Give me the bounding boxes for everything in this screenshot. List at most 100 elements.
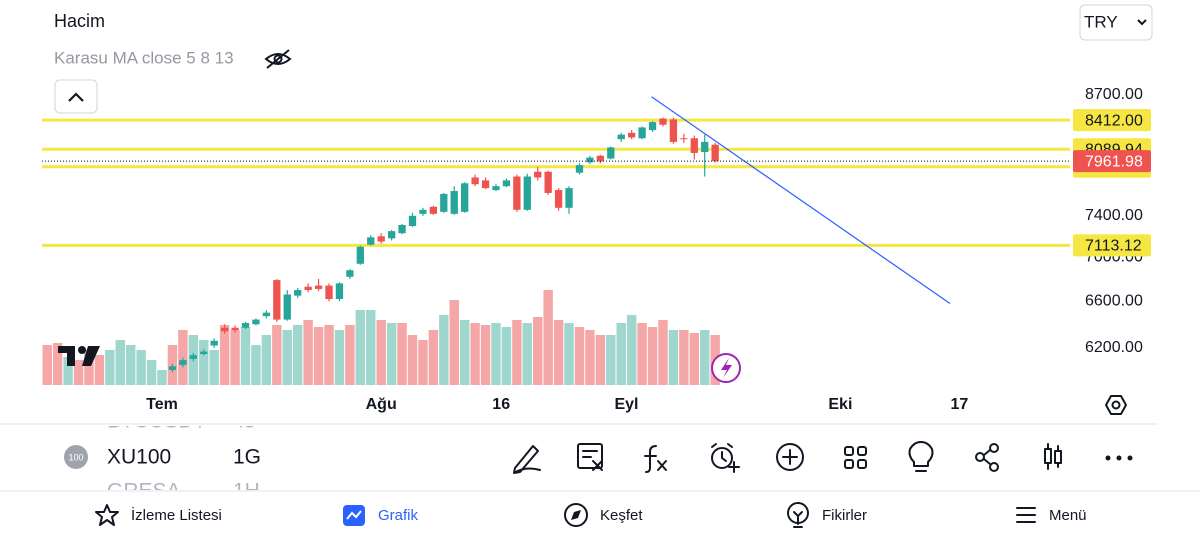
volume-bar [178, 330, 188, 385]
nav-ideas[interactable]: Fikirler [787, 502, 867, 528]
y-tick-label: 8700.00 [1085, 86, 1143, 103]
nav-menu[interactable]: Menü [1016, 507, 1087, 524]
volume-bar [125, 345, 136, 385]
candle-body [356, 246, 364, 264]
indicators[interactable] [644, 445, 667, 473]
volume-bar [679, 330, 689, 385]
share[interactable] [975, 443, 999, 472]
currency-dropdown[interactable]: TRY [1079, 4, 1153, 41]
last-price-label: 7961.98 [1085, 153, 1143, 170]
volume-bar [449, 300, 459, 385]
volume-bar [84, 350, 94, 385]
candle-body [565, 188, 573, 208]
watchlist-interval: 4s [233, 410, 255, 433]
volume-bar [313, 327, 324, 385]
candle-body [617, 134, 625, 140]
candle-body [367, 237, 375, 245]
layouts[interactable] [844, 446, 867, 469]
candle-body [481, 180, 490, 189]
symbol-badge-text: 100 [68, 452, 83, 462]
watchlist-symbol[interactable]: XU100 [107, 446, 171, 469]
candle-body [325, 285, 333, 300]
candle-body [440, 193, 448, 212]
candle-body [346, 270, 354, 277]
candle-body [419, 209, 427, 214]
candle-body [210, 340, 218, 346]
x-tick-label: Eki [828, 396, 852, 413]
volume-bar [272, 325, 282, 385]
watchlist-interval[interactable]: 1G [233, 446, 261, 469]
volume-bar [355, 310, 366, 385]
watchlist-symbol[interactable]: GRESA [107, 480, 181, 503]
candle-body [648, 122, 657, 131]
candle-body [701, 141, 709, 153]
remove-indicators[interactable] [577, 443, 603, 471]
alert[interactable] [711, 443, 740, 473]
volume-bar [543, 290, 553, 385]
volume-bar [334, 330, 345, 385]
add[interactable] [776, 443, 804, 471]
volume-bar [616, 323, 626, 385]
volume-bar [251, 345, 261, 385]
collapse-button[interactable] [54, 79, 98, 114]
volume-bar [553, 320, 564, 385]
volume-bar [658, 320, 668, 385]
hide-indicator-icon[interactable] [264, 49, 292, 69]
volume-bar [407, 335, 418, 385]
candle-body [220, 327, 229, 332]
candle-body [659, 118, 667, 125]
ideas[interactable] [908, 441, 934, 472]
level-tag [1073, 234, 1151, 257]
chart-type[interactable] [1044, 443, 1062, 470]
volume-bar [606, 335, 616, 385]
nav-label: Fikirler [822, 507, 867, 524]
level-tag [1073, 109, 1151, 132]
volume-bar [261, 335, 272, 385]
candle-body [534, 171, 542, 178]
settings-icon[interactable] [1105, 395, 1127, 415]
volume-bar [303, 320, 313, 385]
trendline [651, 96, 951, 305]
watchlist-interval: 1H [233, 480, 260, 503]
draw-tool[interactable] [513, 445, 541, 474]
candle-body [429, 206, 438, 214]
candle-body [314, 285, 323, 289]
tv-logo [58, 346, 100, 366]
volume-bar [439, 315, 449, 385]
candle-body [669, 119, 678, 142]
y-tick-label: 6200.00 [1085, 339, 1143, 356]
nav-watchlist[interactable]: İzleme Listesi [95, 504, 222, 526]
volume-bar [585, 330, 595, 385]
volume-bar [105, 350, 115, 385]
last-price-tag [1073, 150, 1151, 173]
volume-bar [230, 330, 240, 385]
volume-bar [219, 325, 230, 385]
nav-label: Keşfet [600, 507, 643, 524]
volume-bar [668, 330, 679, 385]
x-tick-label: Ağu [366, 396, 397, 413]
nav-label: İzleme Listesi [131, 506, 222, 524]
watchlist-symbol[interactable]: BTCUSDT [107, 410, 206, 433]
volume-bar [345, 325, 355, 385]
level-label: 7113.12 [1085, 238, 1142, 255]
volume-bar [376, 320, 386, 385]
more[interactable] [1105, 455, 1133, 461]
alert-badge[interactable] [711, 353, 741, 383]
x-tick-label: Tem [146, 396, 178, 413]
candle-body [294, 290, 302, 296]
volume-bar [637, 323, 647, 385]
nav-explore[interactable]: Keşfet [564, 503, 643, 527]
candle-body [554, 190, 563, 208]
level-label: 8412.00 [1085, 112, 1143, 129]
volume-bar [63, 357, 73, 385]
candle-body [387, 231, 396, 239]
candle-body [502, 180, 511, 187]
candle-body [200, 351, 208, 355]
volume-bar [428, 330, 439, 385]
nav-chart[interactable]: Grafik [343, 505, 419, 526]
candle-body [304, 286, 312, 291]
volume-bar [418, 340, 428, 385]
